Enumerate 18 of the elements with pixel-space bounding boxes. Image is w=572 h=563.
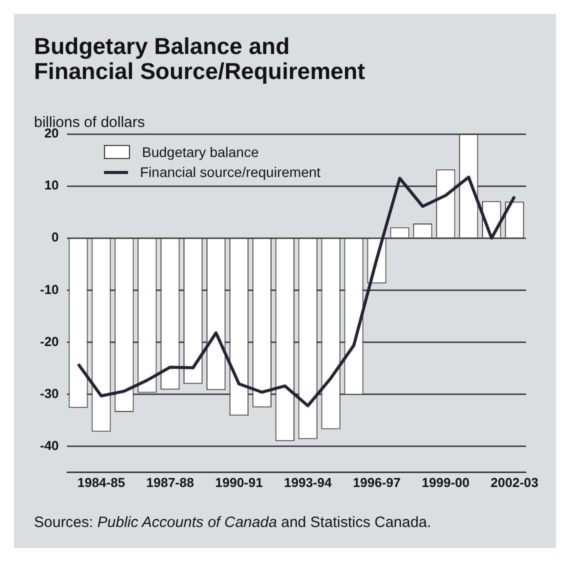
y-tick-label: -20 bbox=[40, 334, 59, 349]
legend-label: Financial source/requirement bbox=[139, 163, 321, 182]
y-tick-label: -40 bbox=[40, 438, 59, 453]
x-tick-label: 1990-91 bbox=[215, 474, 263, 490]
x-tick-label: 1984-85 bbox=[77, 474, 126, 490]
x-tick-label: 2002-03 bbox=[490, 474, 538, 490]
y-tick-label: -30 bbox=[40, 386, 59, 401]
x-tick-label: 1999-00 bbox=[422, 474, 470, 490]
chart-title: Budgetary Balance and Financial Source/Requirement bbox=[34, 33, 366, 84]
source-note: Sources: Public Accounts of Canada and Statistics Canada. bbox=[34, 514, 432, 531]
y-tick-label: 0 bbox=[52, 230, 59, 245]
legend-label: Budgetary balance bbox=[141, 143, 260, 162]
y-tick-label: 20 bbox=[44, 126, 59, 141]
x-tick-label: 1993-94 bbox=[284, 474, 332, 490]
x-tick-label: 1987-88 bbox=[146, 474, 194, 490]
y-tick-label: 10 bbox=[44, 178, 59, 193]
x-tick-label: 1996-97 bbox=[352, 474, 401, 490]
y-tick-label: -10 bbox=[40, 282, 59, 297]
